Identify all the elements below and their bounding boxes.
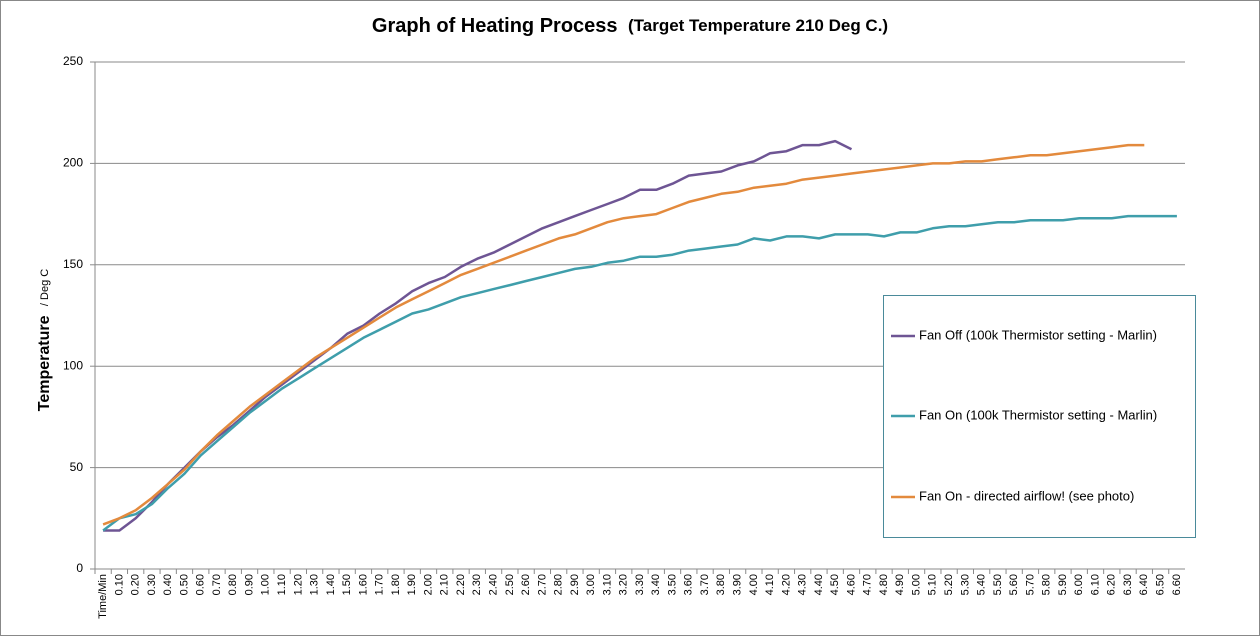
y-axis-unit: / Deg C (39, 269, 51, 306)
x-tick-label: 4.30 (797, 574, 809, 595)
x-tick-label: 6.10 (1089, 574, 1101, 595)
x-tick-label: 0.80 (227, 574, 239, 595)
x-tick-label: 2.10 (439, 574, 451, 595)
y-tick-label: 200 (63, 156, 83, 170)
x-tick-label: 4.00 (748, 574, 760, 595)
x-tick-label: 0.20 (130, 574, 142, 595)
x-tick-label: 1.00 (260, 574, 272, 595)
x-tick-label: 6.20 (1106, 574, 1118, 595)
x-tick-label: 0.30 (146, 574, 158, 595)
x-tick-label: 5.00 (910, 574, 922, 595)
x-tick-label: 4.70 (862, 574, 874, 595)
x-tick-label: 4.80 (878, 574, 890, 595)
series-line (103, 139, 853, 532)
y-tick-label: 0 (76, 561, 83, 575)
x-tick-label: 2.40 (487, 574, 499, 595)
x-tick-label: 1.90 (406, 574, 418, 595)
x-tick-label: 3.50 (666, 574, 678, 595)
x-tick-label: 1.70 (374, 574, 386, 595)
x-tick-label: 2.80 (553, 574, 565, 595)
x-tick-label: 1.20 (292, 574, 304, 595)
x-tick-label: 6.30 (1122, 574, 1134, 595)
y-axis-label: Temperature (36, 315, 53, 411)
x-tick-label: 1.30 (309, 574, 321, 595)
x-tick-label: 3.70 (699, 574, 711, 595)
x-tick-label: Time/Min (97, 574, 109, 619)
x-tick-label: 3.40 (650, 574, 662, 595)
x-tick-label: 4.90 (894, 574, 906, 595)
x-tick-label: 3.60 (683, 574, 695, 595)
x-tick-label: 3.10 (601, 574, 613, 595)
x-tick-label: 0.90 (243, 574, 255, 595)
y-axis-label-group: Temperature / Deg C (36, 269, 53, 412)
x-tick-label: 5.90 (1057, 574, 1069, 595)
x-tick-label: 2.90 (569, 574, 581, 595)
x-tick-label: 5.20 (943, 574, 955, 595)
x-tick-label: 2.30 (471, 574, 483, 595)
y-tick-label: 150 (63, 257, 83, 271)
x-tick-label: 3.00 (585, 574, 597, 595)
x-tick-label: 2.20 (455, 574, 467, 595)
legend-label: Fan Off (100k Thermistor setting - Marli… (919, 327, 1157, 342)
x-tick-label: 3.20 (618, 574, 630, 595)
x-tick-label: 4.20 (780, 574, 792, 595)
x-tick-label: 2.70 (536, 574, 548, 595)
x-tick-label: 5.30 (959, 574, 971, 595)
x-tick-label: 1.50 (341, 574, 353, 595)
chart-subtitle: (Target Temperature 210 Deg C.) (628, 16, 888, 35)
x-tick-label: 5.60 (1008, 574, 1020, 595)
x-tick-label: 5.80 (1041, 574, 1053, 595)
x-tick-label: 5.70 (1024, 574, 1036, 595)
x-tick-label: 5.50 (992, 574, 1004, 595)
chart-title-group: Graph of Heating Process (Target Tempera… (372, 15, 888, 37)
legend-box (883, 295, 1196, 538)
x-tick-label: 1.10 (276, 574, 288, 595)
chart-title: Graph of Heating Process (372, 15, 618, 37)
series-line (102, 143, 1145, 526)
x-tick-label: 5.10 (927, 574, 939, 595)
y-tick-label: 250 (63, 54, 83, 68)
x-tick-label: 2.60 (520, 574, 532, 595)
x-tick-label: 4.40 (813, 574, 825, 595)
x-tick-label: 5.40 (976, 574, 988, 595)
x-tick-label: 0.10 (113, 574, 125, 595)
x-tick-label: 4.10 (764, 574, 776, 595)
x-tick-label: 2.00 (422, 574, 434, 595)
legend-label: Fan On - directed airflow! (see photo) (919, 488, 1134, 503)
x-tick-label: 6.60 (1171, 574, 1183, 595)
y-tick-label: 100 (63, 358, 83, 372)
x-tick-label: 1.80 (390, 574, 402, 595)
x-tick-label: 6.40 (1138, 574, 1150, 595)
x-tick-label: 6.00 (1073, 574, 1085, 595)
x-tick-label: 0.40 (162, 574, 174, 595)
x-tick-label: 3.30 (634, 574, 646, 595)
x-tick-label: 1.40 (325, 574, 337, 595)
x-tick-label: 1.60 (357, 574, 369, 595)
x-tick-label: 4.60 (845, 574, 857, 595)
x-tick-label: 0.50 (178, 574, 190, 595)
x-tick-label: 4.50 (829, 574, 841, 595)
series-line (102, 214, 1177, 532)
x-tick-label: 0.60 (195, 574, 207, 595)
legend-label: Fan On (100k Thermistor setting - Marlin… (919, 407, 1157, 422)
x-tick-label: 3.80 (715, 574, 727, 595)
x-tick-label: 2.50 (504, 574, 516, 595)
x-tick-label: 0.70 (211, 574, 223, 595)
x-tick-label: 3.90 (732, 574, 744, 595)
x-tick-label: 6.50 (1155, 574, 1167, 595)
y-tick-label: 50 (70, 460, 84, 474)
